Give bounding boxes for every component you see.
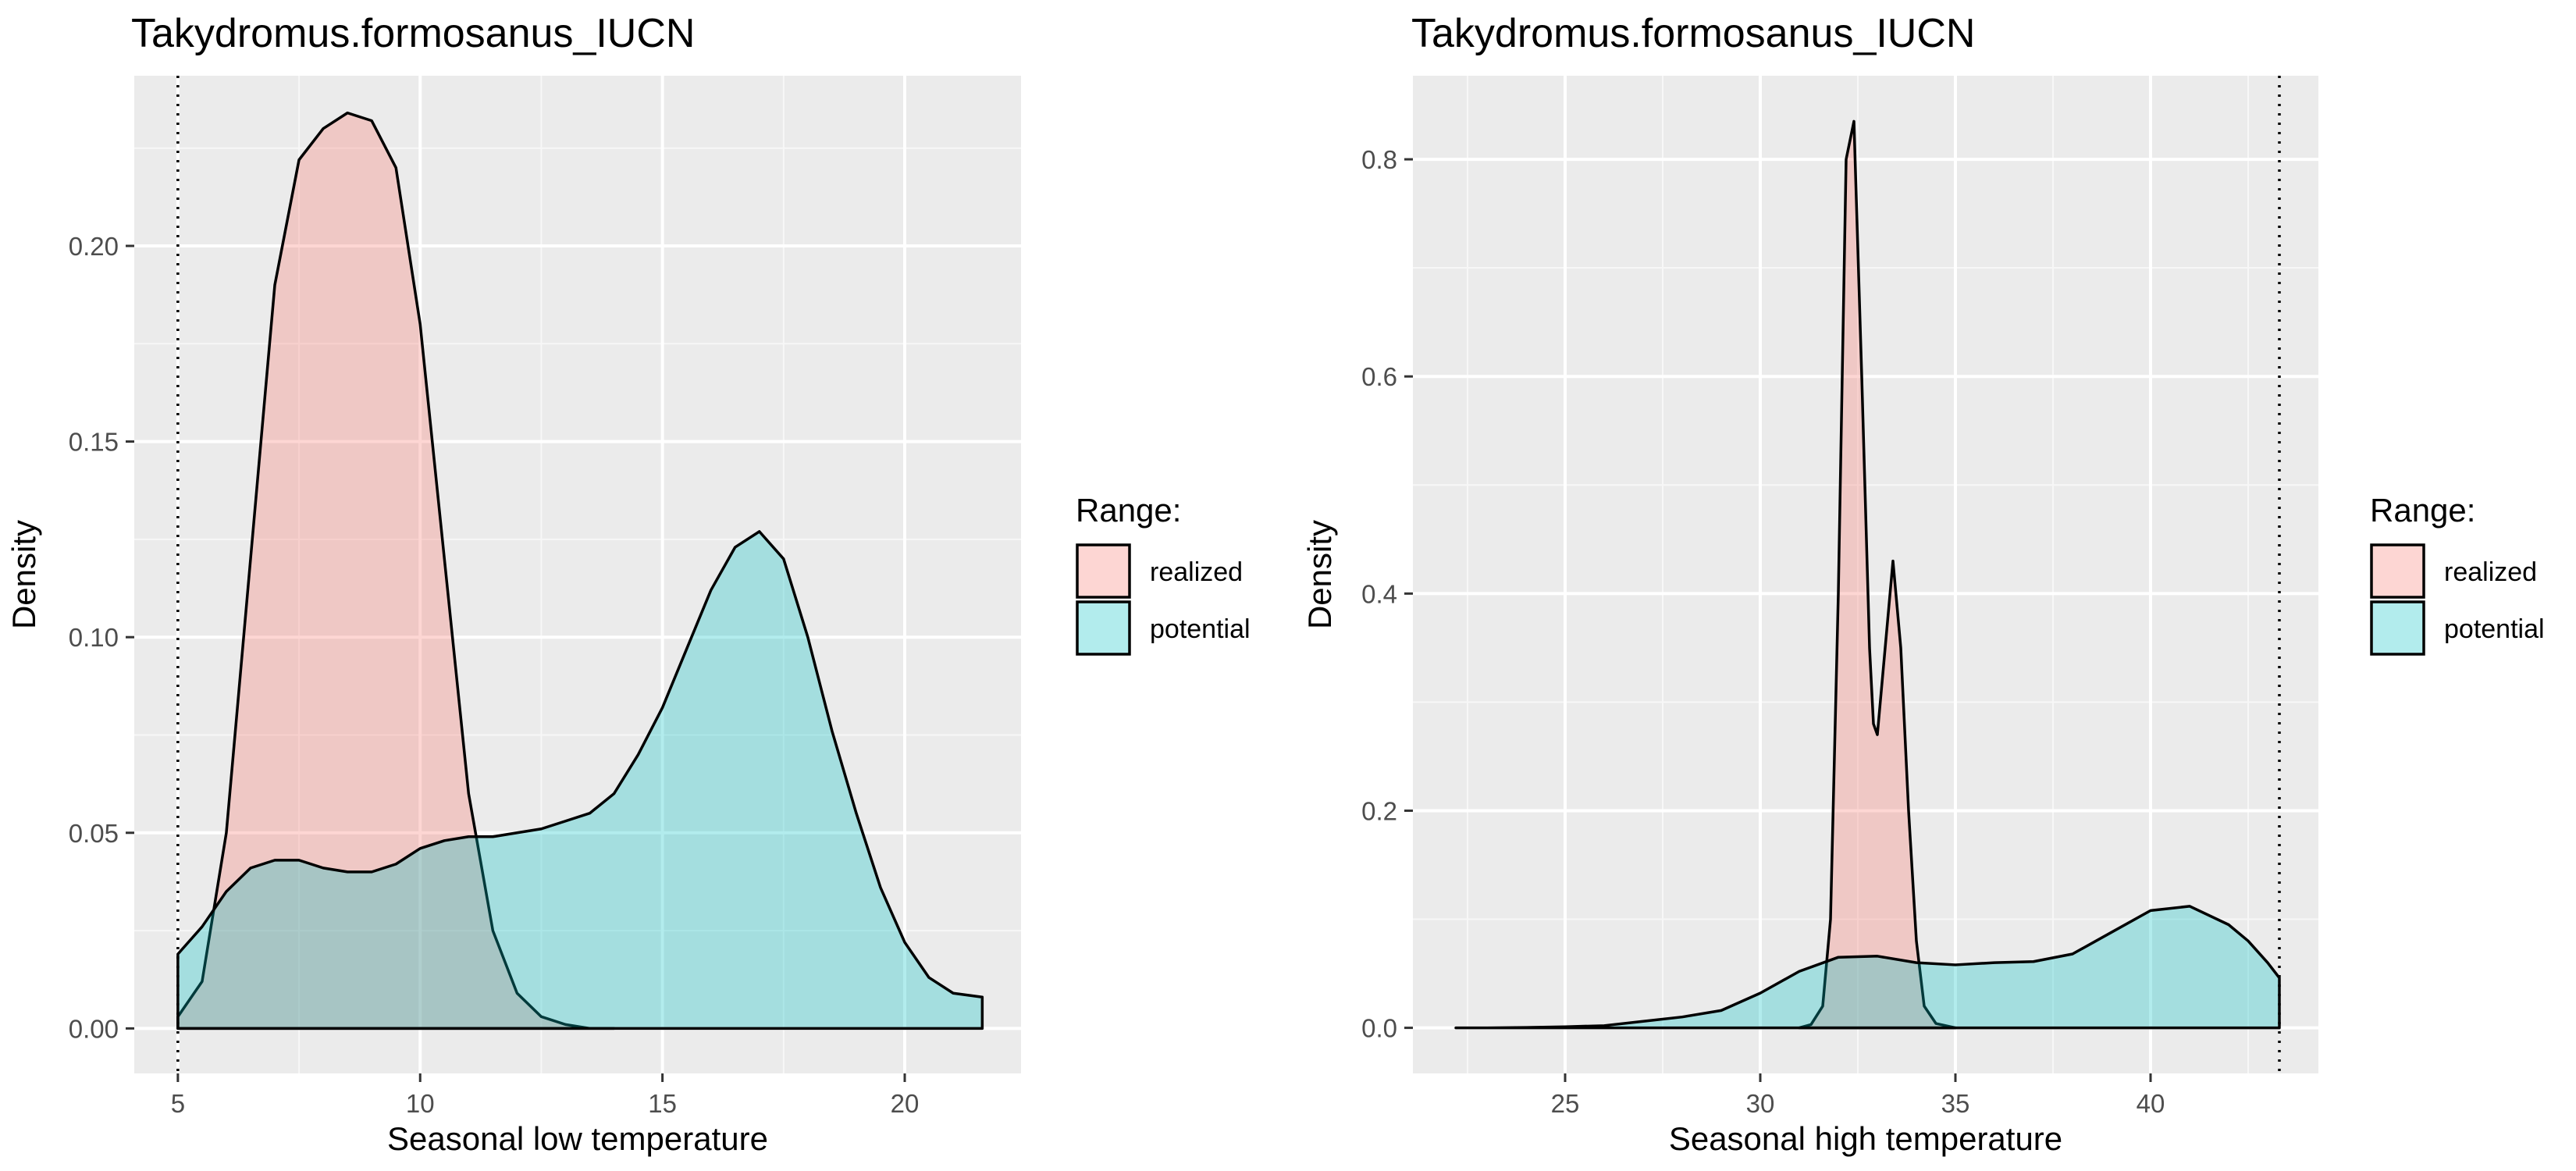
density-area-potential [176, 530, 984, 1030]
chart-title: Takydromus.formosanus_IUCN [1411, 11, 1975, 56]
y-tick-label: 0.20 [69, 232, 119, 261]
legend-key-realized [1076, 543, 1131, 599]
legend-key-realized [2370, 543, 2425, 599]
x-axis-title: Seasonal high temperature [1669, 1120, 2062, 1157]
x-axis-title: Seasonal low temperature [387, 1120, 768, 1157]
x-tick-label: 5 [171, 1089, 185, 1118]
y-axis-title: Density [5, 520, 42, 629]
legend: Range: realized potential [1076, 492, 1251, 656]
y-tick-label: 0.05 [69, 819, 119, 848]
y-axis-title: Density [1301, 520, 1338, 629]
x-tick-label: 35 [1941, 1089, 1970, 1118]
panel-low-temperature: 5 10 15 20 0.00 0.05 0.10 0.15 0.20 Takydromus.fo… [5, 11, 1251, 1157]
legend-key-potential [1076, 600, 1131, 656]
density-area-realized [1798, 119, 1957, 1030]
legend-key-background [2371, 545, 2424, 597]
density-area-potential [1454, 905, 2281, 1030]
legend-label-potential: potential [2444, 614, 2545, 644]
legend-label-realized: realized [1150, 557, 1243, 587]
legend-key-background [1077, 545, 1130, 597]
legend-key-background [1077, 602, 1130, 654]
chart-title: Takydromus.formosanus_IUCN [131, 11, 695, 56]
y-tick-label: 0.4 [1361, 579, 1397, 608]
y-tick-label: 0.10 [69, 623, 119, 652]
x-tick-label: 15 [648, 1089, 677, 1118]
density-area-realized [176, 111, 616, 1030]
x-tick-label: 10 [406, 1089, 435, 1118]
legend-key-background [2371, 602, 2424, 654]
y-tick-label: 0.8 [1361, 145, 1397, 174]
x-tick-label: 40 [2137, 1089, 2165, 1118]
panel-high-temperature: 25 30 35 40 0.0 0.2 0.4 0.6 0.8 Takydromus.formos… [1301, 11, 2545, 1157]
x-tick-label: 30 [1746, 1089, 1775, 1118]
y-tick-label: 0.6 [1361, 362, 1397, 391]
y-tick-label: 0.15 [69, 428, 119, 457]
x-tick-label: 25 [1551, 1089, 1580, 1118]
legend-title: Range: [1076, 492, 1181, 529]
y-tick-label: 0.0 [1361, 1014, 1397, 1043]
y-tick-label: 0.2 [1361, 796, 1397, 825]
legend-key-potential [2370, 600, 2425, 656]
legend-label-realized: realized [2444, 557, 2537, 587]
x-tick-label: 20 [891, 1089, 920, 1118]
legend-label-potential: potential [1150, 614, 1251, 644]
legend: Range: realized potential [2370, 492, 2545, 656]
legend-title: Range: [2370, 492, 2475, 529]
y-tick-label: 0.00 [69, 1014, 119, 1043]
